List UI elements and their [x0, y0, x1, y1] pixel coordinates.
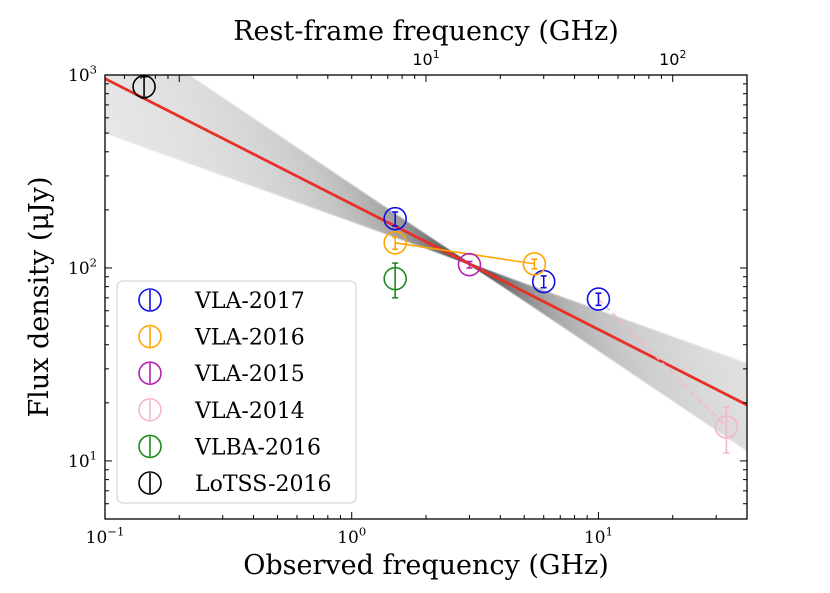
- posterior-sample-line: [172, 75, 747, 443]
- legend-label: VLA-2015: [194, 362, 305, 387]
- posterior-sample-line: [181, 75, 747, 449]
- posterior-sample-line: [105, 108, 747, 383]
- posterior-sample-line: [163, 75, 747, 438]
- posterior-sample-line: [123, 75, 747, 418]
- posterior-sample-line: [165, 75, 747, 439]
- posterior-sample-line: [144, 75, 747, 428]
- posterior-sample-line: [183, 75, 747, 450]
- data-point: [586, 287, 611, 311]
- x-tick-label: 10−1: [86, 524, 125, 548]
- posterior-sample-line: [178, 75, 747, 446]
- posterior-sample-line: [146, 75, 747, 429]
- axis-ticks: 10−1 100 101 101 102 103 101 102: [68, 48, 748, 548]
- legend-label: LoTSS-2016: [195, 472, 332, 497]
- data-point: [457, 252, 482, 277]
- posterior-sample-line: [153, 75, 747, 432]
- posterior-sample-line: [167, 75, 747, 440]
- x-tick-label: 101: [584, 524, 613, 548]
- legend-marker: [138, 397, 162, 422]
- posterior-sample-line: [179, 75, 747, 448]
- posterior-sample-line: [148, 75, 747, 430]
- posterior-sample-line: [151, 75, 747, 431]
- posterior-sample-line: [105, 114, 747, 378]
- top-tick-label: 101: [412, 48, 439, 69]
- posterior-sample-line: [105, 101, 747, 388]
- posterior-sample-line: [126, 75, 747, 419]
- posterior-sample-line: [121, 75, 747, 417]
- posterior-sample-line: [105, 91, 747, 396]
- posterior-sample-line: [130, 75, 747, 421]
- y-tick-label: 101: [68, 448, 97, 472]
- legend-marker: [138, 288, 162, 312]
- posterior-sample-line: [105, 97, 747, 392]
- posterior-sample-line: [105, 117, 747, 376]
- posterior-sample-line: [186, 75, 747, 452]
- posterior-sample-line: [155, 75, 747, 433]
- posterior-sample-line: [105, 92, 747, 395]
- posterior-sample-line: [161, 75, 747, 437]
- legend-label: VLBA-2016: [194, 435, 321, 460]
- legend-marker: [138, 471, 162, 495]
- x-tick-label: 100: [337, 524, 366, 548]
- posterior-sample-line: [169, 75, 747, 441]
- posterior-sample-line: [142, 75, 747, 427]
- data-point: [383, 231, 407, 255]
- posterior-sample-line: [170, 75, 747, 442]
- posterior-sample-line: [105, 100, 747, 389]
- x-axis-label: Observed frequency (GHz): [243, 550, 609, 581]
- posterior-sample-line: [105, 98, 747, 390]
- data-points: [132, 74, 739, 454]
- posterior-sample-line: [135, 75, 747, 423]
- posterior-sample-line: [105, 104, 747, 386]
- posterior-sample-line: [105, 102, 747, 387]
- y-tick-label: 102: [68, 255, 97, 279]
- best-fit-line-group: [105, 77, 747, 407]
- posterior-sample-line: [176, 75, 747, 445]
- posterior-sample-line: [157, 75, 747, 434]
- y-tick-label: 103: [68, 62, 97, 86]
- posterior-sample-line: [105, 105, 747, 385]
- posterior-sample-line: [137, 75, 747, 425]
- posterior-sample-line: [174, 75, 747, 444]
- posterior-sample-line: [128, 75, 747, 420]
- top-tick-label: 102: [659, 48, 686, 69]
- legend-box: [116, 280, 357, 504]
- posterior-sample-line: [105, 95, 747, 393]
- legend-marker: [138, 361, 162, 386]
- legend-marker: [138, 324, 162, 349]
- posterior-sample-line: [184, 75, 747, 451]
- series-connector-line: [395, 242, 535, 265]
- data-point: [383, 206, 407, 231]
- posterior-sample-line: [105, 107, 747, 384]
- posterior-sample-line: [133, 75, 747, 422]
- posterior-sample-line: [140, 75, 747, 426]
- posterior-sample-line: [105, 94, 747, 394]
- legend-label: VLA-2014: [194, 399, 305, 424]
- posterior-sample-line: [159, 75, 747, 435]
- posterior-sample-line: [105, 115, 747, 377]
- best-fit-line: [105, 77, 747, 407]
- y-axis-label: Flux density (μJy): [24, 176, 55, 417]
- posterior-sample-line: [105, 111, 747, 381]
- posterior-sample-line: [105, 112, 747, 380]
- dashed-connector-line: [597, 298, 727, 428]
- legend-marker: [138, 434, 162, 459]
- top-axis-label: Rest-frame frequency (GHz): [233, 16, 619, 47]
- posterior-sample-line: [105, 110, 747, 382]
- data-point: [522, 252, 547, 276]
- legend: VLA-2017 VLA-2016 VLA-2015 VLA-2014 VLBA-201…: [116, 280, 357, 504]
- legend-label: VLA-2016: [194, 326, 305, 351]
- legend-label: VLA-2017: [194, 289, 305, 314]
- series-lines: [395, 242, 727, 428]
